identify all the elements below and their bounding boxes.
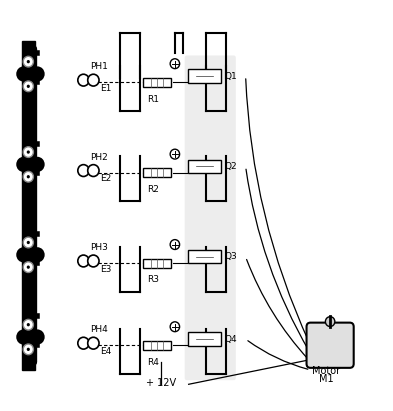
Circle shape [31, 67, 44, 81]
Circle shape [23, 262, 33, 272]
Text: M1: M1 [319, 374, 334, 384]
Text: + 12V: + 12V [146, 379, 176, 388]
Circle shape [78, 165, 89, 176]
Text: R4: R4 [147, 358, 159, 367]
Circle shape [78, 337, 89, 349]
Circle shape [23, 171, 33, 182]
Text: Q2: Q2 [224, 162, 237, 171]
Circle shape [170, 322, 180, 332]
Circle shape [27, 348, 30, 351]
Circle shape [31, 330, 44, 344]
Bar [188, 160, 221, 173]
Circle shape [170, 149, 180, 159]
Text: Motor: Motor [312, 366, 340, 376]
Circle shape [88, 165, 99, 176]
Text: R2: R2 [147, 185, 159, 194]
Text: PH4: PH4 [90, 325, 108, 334]
Text: Q3: Q3 [224, 252, 237, 261]
Text: Q4: Q4 [224, 335, 237, 344]
Polygon shape [22, 41, 35, 370]
Circle shape [17, 330, 30, 344]
Circle shape [17, 158, 30, 171]
Text: PH2: PH2 [90, 152, 108, 162]
Text: PH3: PH3 [90, 243, 108, 252]
Circle shape [88, 255, 99, 267]
Circle shape [27, 85, 30, 88]
Text: E1: E1 [100, 84, 112, 93]
Text: Q1: Q1 [224, 72, 237, 81]
Circle shape [78, 74, 89, 86]
Text: E4: E4 [100, 347, 112, 356]
Circle shape [27, 266, 30, 269]
Text: R3: R3 [147, 275, 159, 284]
Circle shape [17, 248, 30, 261]
Circle shape [27, 175, 30, 178]
Circle shape [27, 60, 30, 63]
Circle shape [88, 337, 99, 349]
Bar [143, 341, 171, 350]
Bar [188, 250, 221, 263]
Bar [143, 168, 171, 177]
Circle shape [27, 323, 30, 326]
Text: E3: E3 [100, 265, 112, 274]
Circle shape [27, 241, 30, 244]
Circle shape [88, 74, 99, 86]
Bar [188, 332, 221, 346]
FancyBboxPatch shape [307, 323, 354, 368]
Circle shape [170, 59, 180, 69]
FancyBboxPatch shape [185, 55, 236, 380]
Text: PH1: PH1 [90, 62, 108, 71]
Circle shape [27, 150, 30, 154]
Circle shape [23, 344, 33, 355]
Bar [143, 259, 171, 268]
Circle shape [78, 255, 89, 267]
Circle shape [23, 147, 33, 157]
Bar [188, 69, 221, 83]
Circle shape [17, 67, 30, 81]
Circle shape [23, 319, 33, 330]
Bar [143, 78, 171, 87]
Circle shape [31, 248, 44, 261]
Circle shape [325, 316, 335, 326]
Circle shape [23, 56, 33, 67]
Text: R1: R1 [147, 95, 159, 104]
Circle shape [23, 237, 33, 248]
Circle shape [23, 81, 33, 92]
Text: E2: E2 [100, 174, 112, 183]
Circle shape [31, 158, 44, 171]
Circle shape [170, 240, 180, 249]
